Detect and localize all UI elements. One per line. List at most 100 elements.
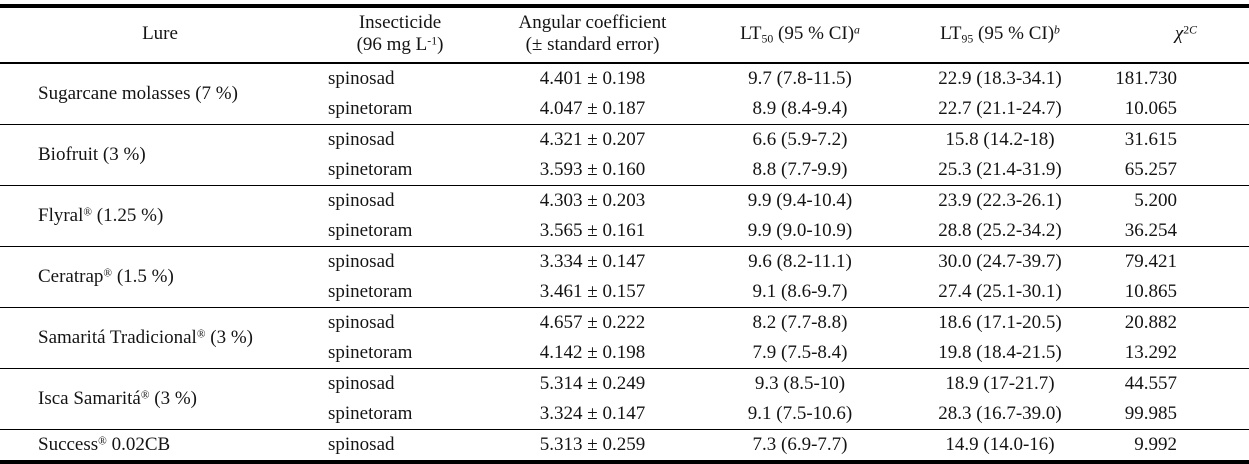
insecticide-cell: spinosad (320, 246, 480, 277)
insecticide-header-line2: (96 mg L-1) (320, 34, 480, 56)
table-row: spinetoram 4.142 ± 0.198 7.9 (7.5-8.4) 1… (0, 338, 1249, 369)
lure-cell: Samaritá Tradicional® (3 %) (0, 307, 320, 369)
insecticide-cell: spinosad (320, 368, 480, 399)
lt50-cell: 8.8 (7.7-9.9) (752, 159, 848, 180)
chi-square-cell: 36.254 (1124, 220, 1177, 241)
results-table: Lure Insecticide (96 mg L-1) Angular coe… (0, 4, 1249, 464)
col-header-lt95: LT95 (95 % CI)b (895, 6, 1105, 64)
lt95-cell: 18.9 (17-21.7) (895, 368, 1105, 399)
lt95-cell: 28.3 (16.7-39.0) (938, 403, 1062, 424)
lure-name: Sugarcane molasses (7 %) (38, 83, 238, 104)
chi-square-cell: 5.200 (1105, 185, 1249, 216)
table-row: Flyral® (1.25 %) spinosad 4.303 ± 0.203 … (0, 185, 1249, 247)
table-row: spinetoram 3.593 ± 0.160 8.8 (7.7-9.9) 2… (0, 155, 1249, 186)
insecticide-dose-text: (96 mg L (356, 34, 428, 55)
chi-symbol: χ (1174, 23, 1184, 44)
lt50-ci-text: (95 % CI) (773, 23, 855, 44)
lure-cell: Ceratrap® (1.5 %) (0, 246, 320, 308)
lt50-cell: 9.9 (9.4-10.4) (705, 185, 895, 216)
lure-cell: Biofruit (3 %) (0, 124, 320, 186)
angular-coefficient-cell: 4.657 ± 0.222 (480, 307, 705, 338)
lt50-cell: 8.2 (7.7-8.8) (705, 307, 895, 338)
registered-mark: ® (83, 206, 93, 219)
angular-coefficient-cell: 3.565 ± 0.161 (539, 220, 646, 241)
insecticide-cell: spinosad (328, 68, 395, 89)
angular-header-line1: Angular coefficient (518, 12, 667, 33)
chi-square-cell: 65.257 (1124, 159, 1177, 180)
chi-square-cell: 181.730 (1115, 68, 1177, 89)
lt50-footnote-mark: a (854, 23, 860, 37)
chi-square-cell: 44.557 (1105, 368, 1249, 399)
angular-coefficient-cell: 3.461 ± 0.157 (539, 281, 646, 302)
lt50-cell: 7.3 (6.9-7.7) (705, 429, 895, 462)
insecticide-cell: spinetoram (328, 281, 413, 302)
lt95-base: LT (940, 23, 962, 44)
insecticide-cell: spinosad (320, 124, 480, 155)
lure-concentration: (1.25 %) (92, 205, 164, 226)
insecticide-dose-exponent: -1 (427, 34, 438, 48)
chi-square-cell: 99.985 (1124, 403, 1177, 424)
insecticide-cell: spinetoram (328, 159, 413, 180)
insecticide-cell: spinosad (320, 429, 480, 462)
lt95-cell: 18.6 (17.1-20.5) (895, 307, 1105, 338)
chi-superscript: 2C (1183, 24, 1197, 37)
chi-exponent: 2 (1183, 23, 1190, 37)
insecticide-cell: spinetoram (328, 342, 413, 363)
chi-square-cell: 9.992 (1105, 429, 1249, 462)
insecticide-cell: spinosad (320, 307, 480, 338)
angular-coefficient-cell: 3.334 ± 0.147 (480, 246, 705, 277)
lure-name: Isca Samaritá (38, 388, 141, 409)
registered-mark: ® (140, 389, 150, 402)
insecticide-cell: spinetoram (328, 98, 413, 119)
angular-coefficient-cell: 3.593 ± 0.160 (539, 159, 646, 180)
col-header-chi-square: χ2C (1105, 6, 1249, 64)
chi-square-cell: 10.065 (1124, 98, 1177, 119)
lt50-cell: 7.9 (7.5-8.4) (752, 342, 848, 363)
chi-square-cell: 13.292 (1124, 342, 1177, 363)
angular-coefficient-cell: 3.324 ± 0.147 (539, 403, 646, 424)
lt95-cell: 19.8 (18.4-21.5) (938, 342, 1062, 363)
lt95-subscript: 95 (961, 32, 974, 46)
lt50-base: LT (740, 23, 762, 44)
lt50-cell: 9.7 (7.8-11.5) (748, 68, 852, 89)
lure-name: Samaritá Tradicional (38, 327, 197, 348)
angular-coefficient-cell: 5.313 ± 0.259 (480, 429, 705, 462)
table-row: Isca Samaritá® (3 %) spinosad 5.314 ± 0.… (0, 368, 1249, 430)
chi-square-cell: 31.615 (1105, 124, 1249, 155)
col-header-lure: Lure (0, 6, 320, 64)
angular-coefficient-cell: 4.401 ± 0.198 (539, 68, 646, 89)
lt95-cell: 28.8 (25.2-34.2) (938, 220, 1062, 241)
angular-coefficient-cell: 4.142 ± 0.198 (539, 342, 646, 363)
lt95-cell: 14.9 (14.0-16) (895, 429, 1105, 462)
col-header-lt50: LT50 (95 % CI)a (705, 6, 895, 64)
lure-name: Biofruit (3 %) (38, 144, 146, 165)
header-row: Lure Insecticide (96 mg L-1) Angular coe… (0, 6, 1249, 64)
lt50-cell: 9.3 (8.5-10) (705, 368, 895, 399)
lt95-cell: 22.9 (18.3-34.1) (938, 68, 1062, 89)
lt95-footnote-mark: b (1054, 23, 1060, 37)
lt95-cell: 27.4 (25.1-30.1) (938, 281, 1062, 302)
lure-name: Ceratrap (38, 266, 104, 287)
angular-coefficient-cell: 4.047 ± 0.187 (539, 98, 646, 119)
lt95-ci-text: (95 % CI) (973, 23, 1055, 44)
registered-mark: ® (103, 267, 113, 280)
lure-name: Flyral (38, 205, 84, 226)
angular-coefficient-cell: 5.314 ± 0.249 (480, 368, 705, 399)
lure-cell: Success® 0.02CB (0, 429, 320, 462)
lt95-cell: 23.9 (22.3-26.1) (895, 185, 1105, 216)
table-row: spinetoram 4.047 ± 0.187 8.9 (8.4-9.4) 2… (0, 94, 1249, 125)
lure-cell: Sugarcane molasses (7 %) (0, 63, 320, 125)
lt50-cell: 9.9 (9.0-10.9) (747, 220, 853, 241)
chi-square-cell: 20.882 (1105, 307, 1249, 338)
col-header-insecticide: Insecticide (96 mg L-1) (320, 6, 480, 64)
lure-cell: Flyral® (1.25 %) (0, 185, 320, 247)
table-row: spinetoram 3.324 ± 0.147 9.1 (7.5-10.6) … (0, 399, 1249, 430)
table-row: spinetoram 3.461 ± 0.157 9.1 (8.6-9.7) 2… (0, 277, 1249, 308)
insecticide-header-line1: Insecticide (358, 12, 442, 33)
lure-cell: Isca Samaritá® (3 %) (0, 368, 320, 430)
lt50-subscript: 50 (761, 32, 774, 46)
angular-coefficient-cell: 4.303 ± 0.203 (480, 185, 705, 216)
insecticide-cell: spinetoram (328, 403, 413, 424)
col-header-angular-coefficient: Angular coefficient (± standard error) (480, 6, 705, 64)
lt50-cell: 9.1 (8.6-9.7) (752, 281, 848, 302)
